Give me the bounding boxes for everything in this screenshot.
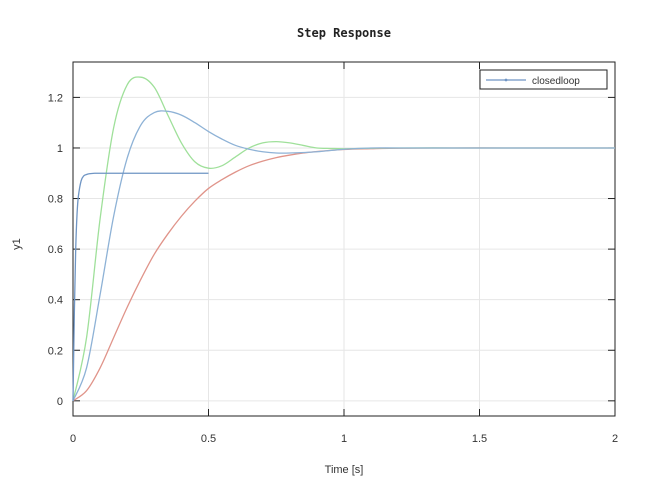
series-line-closedloop: [72, 172, 209, 401]
series-line-2: [72, 110, 615, 402]
x-tick-label: 0: [70, 433, 76, 445]
series-group: [72, 76, 615, 402]
grid: [72, 62, 616, 416]
y-tick-label: 0.6: [48, 244, 63, 256]
x-axis-label: Time [s]: [325, 464, 364, 476]
legend-box: [479, 69, 608, 90]
y-tick-label: 1.2: [48, 92, 63, 104]
legend-marker-closedloop: [504, 78, 508, 82]
legend-entry-closedloop: closedloop: [532, 76, 580, 87]
x-tick-label: 1: [341, 433, 347, 445]
x-tick-label: 0.5: [201, 433, 216, 445]
chart-title: Step Response: [297, 26, 391, 40]
y-tick-label: 0.4: [48, 295, 63, 307]
y-tick-label: 0.8: [48, 194, 63, 206]
y-tick-label: 0.2: [48, 345, 63, 357]
y-tick-label: 1: [57, 143, 63, 155]
legend: closedloop: [479, 69, 608, 90]
ticks: 0 0.5 1 1.5 2 0 0.2 0.4 0.6 0.8 1 1.2: [48, 62, 618, 445]
x-tick-label: 1.5: [472, 433, 487, 445]
y-axis-label: y1: [11, 238, 23, 250]
x-tick-label: 2: [612, 433, 618, 445]
y-tick-label: 0: [57, 396, 63, 408]
